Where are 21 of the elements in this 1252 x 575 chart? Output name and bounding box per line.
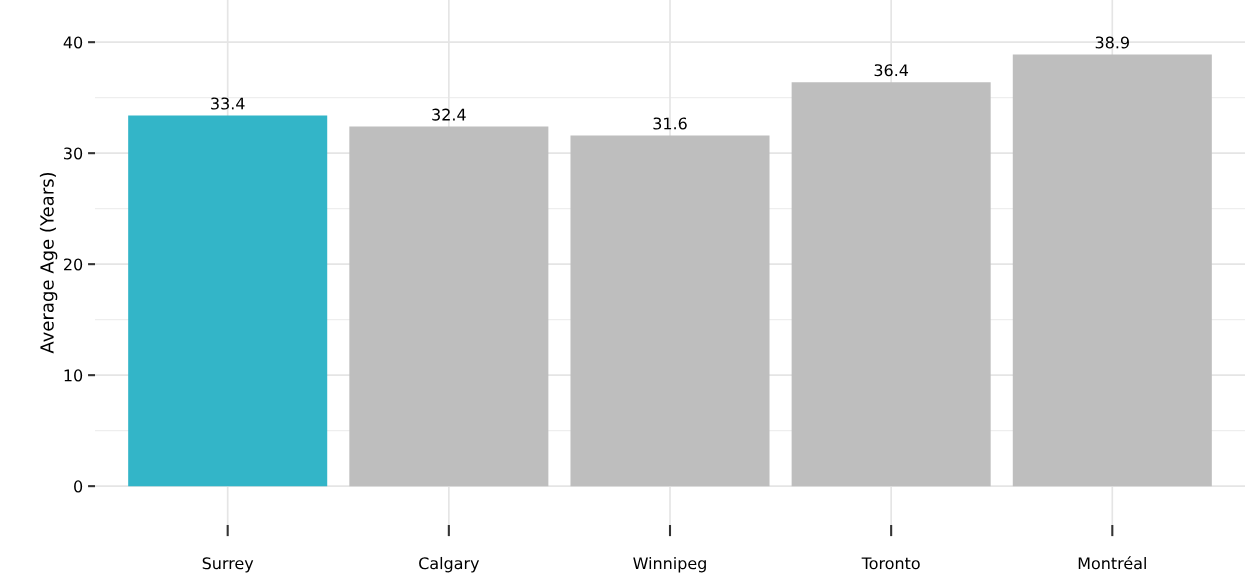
y-tick-label: 20 <box>64 258 83 271</box>
y-tick-label: 30 <box>64 147 83 160</box>
bar <box>1012 54 1212 487</box>
data-label: 38.9 <box>1095 36 1129 49</box>
bar <box>570 135 770 487</box>
data-label: 33.4 <box>211 97 245 110</box>
x-tick-label: Montréal <box>1078 556 1146 570</box>
data-label: 31.6 <box>653 117 687 130</box>
data-label: 36.4 <box>874 64 909 77</box>
x-tick-label: Toronto <box>861 557 920 570</box>
y-tick-label: 40 <box>63 36 83 49</box>
bar <box>791 82 991 487</box>
x-tick-label: Calgary <box>419 556 480 573</box>
bar <box>128 115 328 487</box>
y-tick-label: 0 <box>74 480 83 493</box>
data-label: 32.4 <box>432 108 466 121</box>
x-tick-label: Surrey <box>202 557 254 573</box>
y-tick-label: 10 <box>64 369 83 382</box>
x-tick-label: Winnipeg <box>633 556 706 573</box>
y-axis-title: Average Age (Years) <box>39 172 58 354</box>
bar <box>349 126 549 487</box>
